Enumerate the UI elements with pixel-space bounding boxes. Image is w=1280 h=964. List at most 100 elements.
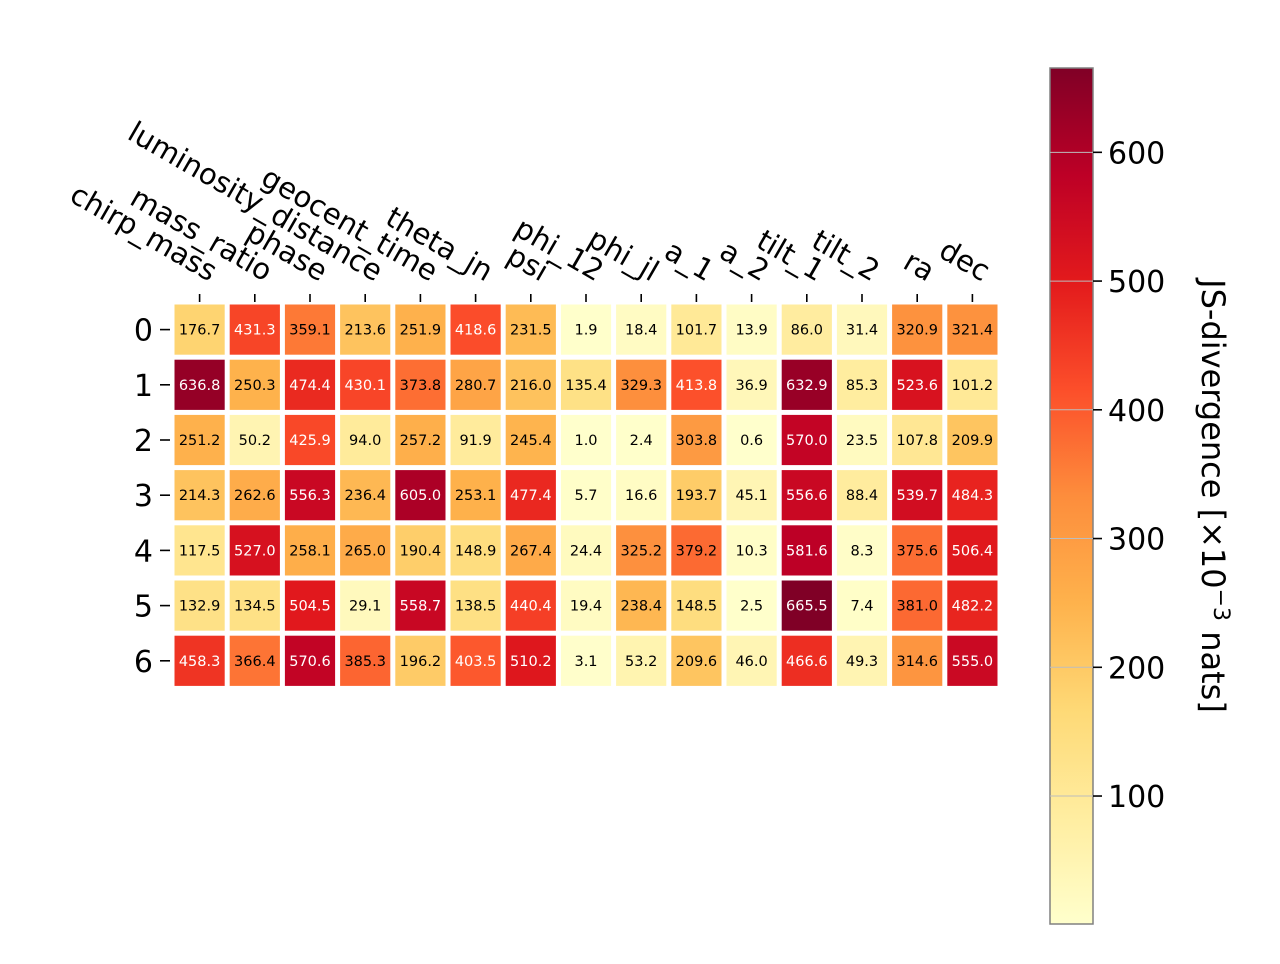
heatmap-cell [836, 470, 888, 521]
heatmap-cell [174, 580, 225, 631]
heatmap-cell [892, 470, 943, 521]
heatmap-cell [616, 635, 667, 686]
cell-value-label: 45.1 [735, 488, 767, 504]
heatmap-cell [560, 414, 612, 466]
colorbar-label-exponent: −3 [1208, 589, 1233, 621]
cell-value-label: 466.6 [786, 654, 828, 670]
cell-value-label: 262.6 [234, 488, 276, 504]
heatmap-cell [892, 635, 943, 686]
cell-value-label: 504.5 [289, 599, 331, 615]
cell-value-label: 209.6 [676, 654, 718, 670]
cell-value-label: 91.9 [459, 433, 491, 449]
cell-value-label: 88.4 [846, 488, 878, 504]
heatmap-cell [560, 635, 612, 686]
heatmap-cell [781, 525, 832, 576]
cell-value-label: 94.0 [349, 433, 381, 449]
cell-value-label: 134.5 [234, 599, 276, 615]
heatmap-cell [947, 304, 998, 355]
heatmap-cell [284, 414, 336, 466]
cell-value-label: 581.6 [786, 543, 828, 559]
heatmap-cell [836, 635, 888, 686]
colorbar-tick-label: 300 [1108, 523, 1165, 558]
cell-value-label: 556.3 [289, 488, 331, 504]
heatmap-cell [616, 470, 667, 521]
cell-value-label: 403.5 [455, 654, 497, 670]
y-tick-label: 0 [134, 314, 153, 349]
heatmap-cell [395, 525, 446, 576]
y-tick-label: 4 [134, 534, 153, 569]
cell-value-label: 0.6 [740, 433, 763, 449]
heatmap-cell [229, 525, 280, 576]
heatmap-cell [947, 580, 998, 631]
heatmap-cell [616, 580, 667, 631]
heatmap-cell [395, 359, 446, 410]
cell-value-label: 253.1 [455, 488, 497, 504]
cell-value-label: 431.3 [234, 323, 276, 339]
cell-value-label: 36.9 [735, 378, 767, 394]
heatmap-cell [947, 635, 998, 686]
heatmap-cell [671, 635, 722, 686]
cell-value-label: 29.1 [349, 599, 381, 615]
heatmap-cell [781, 304, 832, 355]
cell-value-label: 258.1 [289, 543, 331, 559]
cell-value-label: 101.2 [952, 378, 994, 394]
heatmap-cell [450, 635, 501, 686]
heatmap-cell [836, 304, 888, 355]
cell-value-label: 53.2 [625, 654, 657, 670]
cell-value-label: 1.9 [574, 323, 597, 339]
heatmap-cell [174, 470, 225, 521]
colorbar-tick-label: 500 [1108, 265, 1165, 300]
cell-value-label: 86.0 [791, 323, 823, 339]
colorbar-tick-label: 200 [1108, 651, 1165, 686]
cell-value-label: 632.9 [786, 378, 828, 394]
cell-value-label: 555.0 [952, 654, 994, 670]
heatmap-cell [229, 635, 280, 686]
cell-value-label: 636.8 [179, 378, 221, 394]
heatmap-cell [229, 580, 280, 631]
heatmap-cell [505, 525, 556, 576]
heatmap-cell [836, 414, 888, 466]
y-tick-label: 3 [134, 479, 153, 514]
cell-value-label: 209.9 [952, 433, 994, 449]
heatmap-cell [781, 414, 832, 466]
cell-value-label: 2.4 [630, 433, 653, 449]
colorbar-tick-label: 100 [1108, 780, 1165, 815]
heatmap-cell [560, 580, 612, 631]
heatmap-cell [450, 414, 501, 466]
heatmap-cell [395, 470, 446, 521]
cell-value-label: 238.4 [620, 599, 662, 615]
cell-value-label: 196.2 [400, 654, 442, 670]
cell-value-label: 19.4 [570, 599, 602, 615]
cell-value-label: 148.9 [455, 543, 497, 559]
heatmap-cell [616, 359, 667, 410]
heatmap-cell [781, 635, 832, 686]
heatmap-cell [671, 580, 722, 631]
heatmap-cell [560, 304, 612, 355]
heatmap-cell [284, 635, 336, 686]
heatmap-cell [450, 359, 501, 410]
cell-value-label: 24.4 [570, 543, 602, 559]
heatmap-cell [726, 359, 777, 410]
cell-value-label: 267.4 [510, 543, 552, 559]
heatmap-cell [836, 525, 888, 576]
heatmap-cell [450, 525, 501, 576]
heatmap-cell [395, 304, 446, 355]
colorbar-label-suffix: nats] [1194, 621, 1232, 713]
heatmap-cell [505, 635, 556, 686]
x-axis-ticks [198, 294, 974, 302]
cell-value-label: 190.4 [400, 543, 442, 559]
colorbar-label-main: JS-divergence [×10 [1194, 277, 1232, 588]
cell-value-label: 236.4 [344, 488, 386, 504]
heatmap-cell [892, 414, 943, 466]
heatmap-cell [892, 359, 943, 410]
cell-value-label: 101.7 [676, 323, 718, 339]
cell-value-label: 477.4 [510, 488, 552, 504]
heatmap-cell [340, 635, 391, 686]
cell-value-label: 321.4 [952, 323, 994, 339]
cell-value-label: 665.5 [786, 599, 828, 615]
colorbar-label: JS-divergence [×10−3 nats] [1194, 277, 1233, 713]
heatmap-cell [947, 359, 998, 410]
heatmap-cell [560, 525, 612, 576]
heatmap-cell [229, 304, 280, 355]
cell-value-label: 484.3 [952, 488, 994, 504]
